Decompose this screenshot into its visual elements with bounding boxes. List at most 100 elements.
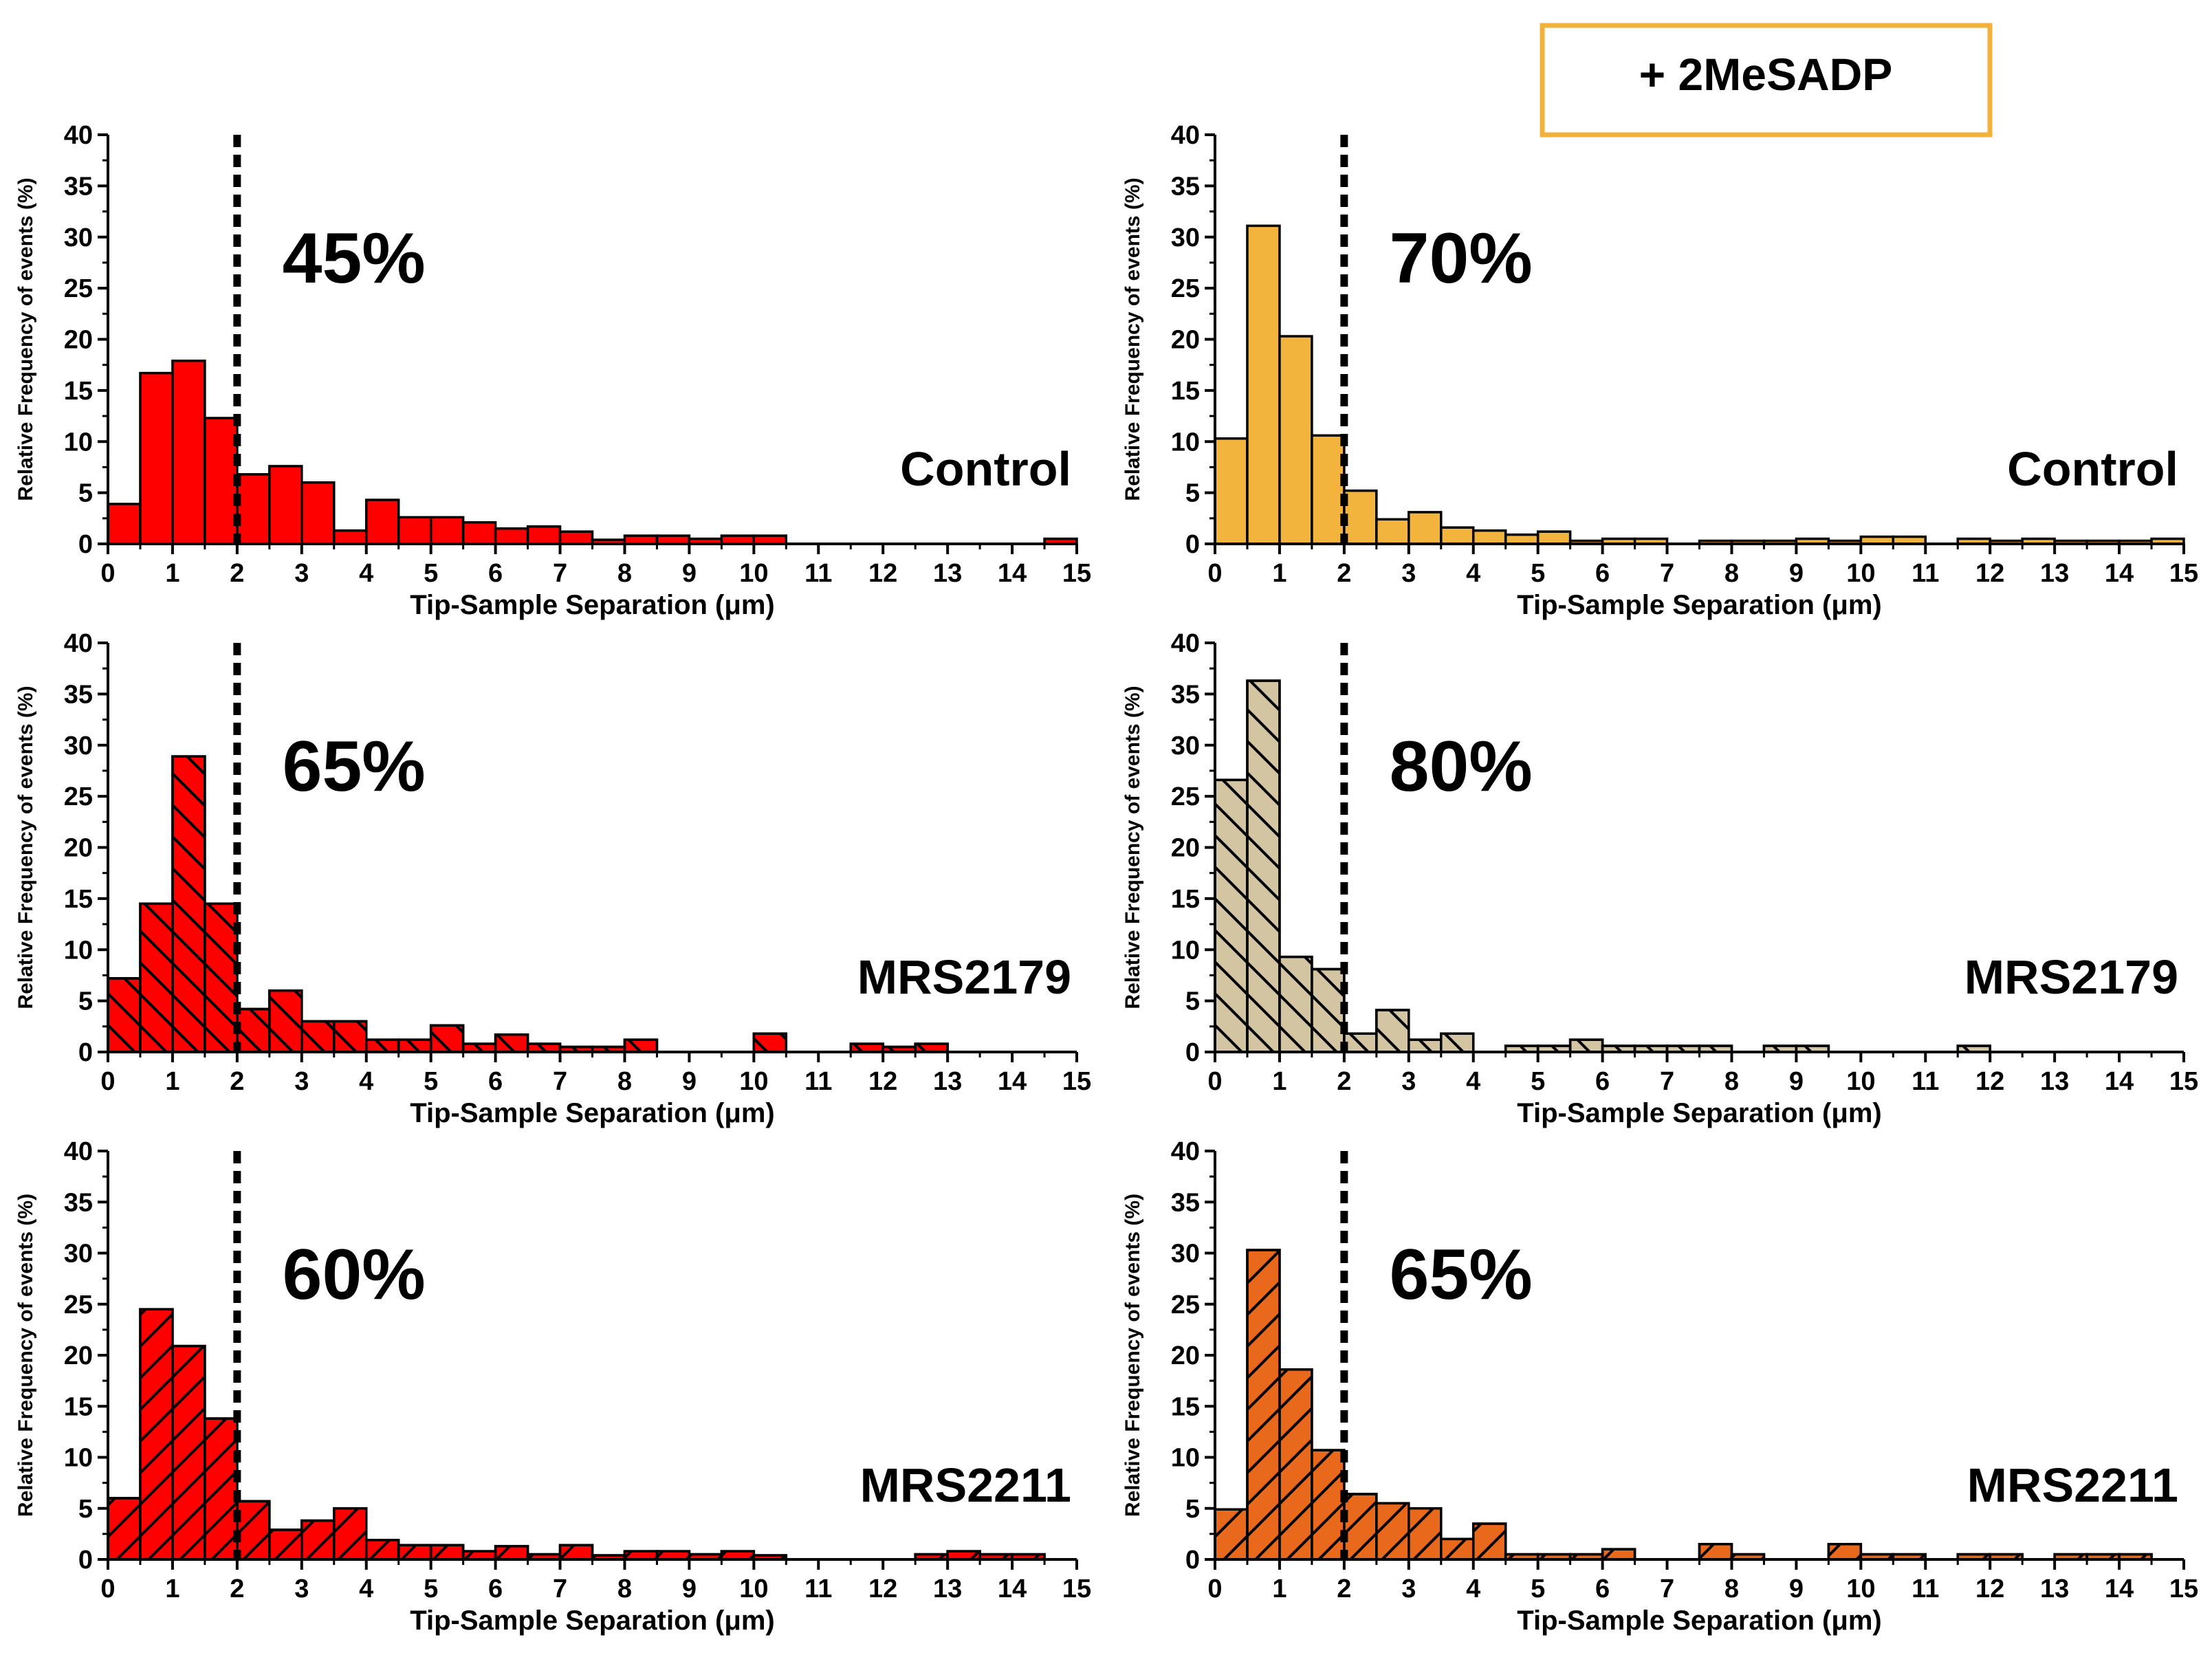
y-tick-label: 0 bbox=[1185, 1546, 1200, 1575]
bar-hatch bbox=[494, 1033, 529, 1053]
x-tick-label: 15 bbox=[2169, 559, 2198, 588]
bar bbox=[1375, 518, 1410, 545]
percent-label: 70% bbox=[1390, 219, 1533, 298]
x-axis-title: Tip-Sample Separation (μm) bbox=[1517, 1605, 1882, 1636]
bar-hatch bbox=[107, 977, 142, 1053]
bars bbox=[1214, 679, 1991, 1053]
bar-hatch bbox=[752, 1032, 788, 1053]
y-tick-label: 20 bbox=[64, 1341, 93, 1370]
bar-hatch bbox=[1246, 1249, 1281, 1561]
x-tick-label: 2 bbox=[1337, 1575, 1351, 1603]
bar bbox=[494, 527, 529, 545]
bar bbox=[1408, 511, 1443, 545]
percent-label: 80% bbox=[1390, 727, 1533, 807]
condition-label: MRS2179 bbox=[1964, 950, 2178, 1004]
x-tick-label: 7 bbox=[1660, 559, 1674, 588]
y-tick-label: 20 bbox=[1171, 834, 1200, 863]
x-tick-label: 3 bbox=[1401, 1067, 1416, 1096]
x-axis-title: Tip-Sample Separation (μm) bbox=[410, 1098, 775, 1128]
percent-label: 65% bbox=[1390, 1235, 1533, 1315]
y-tick-label: 25 bbox=[64, 1291, 93, 1319]
x-tick-label: 12 bbox=[1975, 1067, 2004, 1096]
y-tick-label: 35 bbox=[64, 172, 93, 201]
bar bbox=[204, 417, 239, 545]
x-tick-label: 6 bbox=[1595, 1575, 1610, 1603]
x-tick-label: 10 bbox=[739, 559, 768, 588]
y-tick-label: 40 bbox=[64, 629, 93, 658]
bar-hatch bbox=[429, 1544, 465, 1561]
x-tick-label: 1 bbox=[165, 1067, 179, 1096]
x-tick-label: 7 bbox=[553, 559, 567, 588]
bar-hatch bbox=[1440, 1537, 1475, 1561]
y-axis-title: Relative Frequency of events (%) bbox=[1121, 177, 1144, 501]
y-ticks: 0 5 10 15 20 25 30 35 40 bbox=[64, 121, 108, 559]
x-tick-label: 14 bbox=[998, 559, 1027, 588]
bar bbox=[397, 516, 432, 545]
bar-hatch bbox=[1343, 1032, 1378, 1053]
bar bbox=[1246, 224, 1281, 545]
bar-hatch bbox=[139, 902, 174, 1053]
y-ticks: 0 5 10 15 20 25 30 35 40 bbox=[64, 1137, 108, 1575]
bars bbox=[1214, 224, 2185, 545]
y-tick-label: 25 bbox=[64, 782, 93, 811]
bar-hatch bbox=[1278, 955, 1313, 1053]
x-tick-label: 13 bbox=[2040, 559, 2069, 588]
y-tick-label: 15 bbox=[64, 377, 93, 406]
x-ticks: 0 1 2 3 4 5 6 7 8 9 10 11 12 13 14 15 bbox=[1207, 1052, 2198, 1096]
x-tick-label: 0 bbox=[1207, 1575, 1222, 1603]
bar-hatch bbox=[171, 755, 206, 1053]
x-ticks: 0 1 2 3 4 5 6 7 8 9 10 11 12 13 14 15 bbox=[100, 544, 1091, 588]
bars bbox=[1214, 1249, 2153, 1561]
y-tick-label: 30 bbox=[64, 223, 93, 252]
bar bbox=[461, 521, 497, 545]
x-tick-label: 4 bbox=[1466, 1575, 1480, 1603]
bar bbox=[333, 529, 368, 545]
x-tick-label: 11 bbox=[804, 559, 832, 588]
bar-hatch bbox=[268, 1528, 303, 1561]
y-tick-label: 15 bbox=[64, 1392, 93, 1421]
x-tick-label: 15 bbox=[1062, 1575, 1091, 1603]
y-tick-label: 5 bbox=[78, 1495, 93, 1524]
x-tick-label: 13 bbox=[2040, 1067, 2069, 1096]
y-tick-label: 40 bbox=[1171, 121, 1200, 150]
x-tick-label: 5 bbox=[424, 1067, 438, 1096]
x-tick-label: 7 bbox=[553, 1067, 567, 1096]
bar-hatch bbox=[1375, 1502, 1410, 1561]
x-tick-label: 5 bbox=[1531, 1067, 1545, 1096]
x-tick-label: 7 bbox=[1660, 1067, 1674, 1096]
bar bbox=[1440, 526, 1475, 545]
x-tick-label: 1 bbox=[1272, 1067, 1286, 1096]
bar-hatch bbox=[1214, 778, 1249, 1053]
y-tick-label: 10 bbox=[1171, 1444, 1200, 1473]
bar bbox=[1471, 529, 1507, 545]
x-tick-label: 14 bbox=[2105, 559, 2134, 588]
bar bbox=[1504, 533, 1540, 545]
x-tick-label: 11 bbox=[1912, 559, 1939, 588]
x-tick-label: 4 bbox=[359, 1067, 373, 1096]
x-tick-label: 0 bbox=[1207, 559, 1222, 588]
y-tick-label: 10 bbox=[1171, 428, 1200, 457]
x-tick-label: 0 bbox=[100, 1067, 115, 1096]
x-tick-label: 10 bbox=[739, 1575, 768, 1603]
bar-hatch bbox=[204, 902, 239, 1053]
bar-hatch bbox=[171, 1344, 206, 1561]
x-tick-label: 9 bbox=[682, 1575, 697, 1603]
y-tick-label: 25 bbox=[1171, 1291, 1200, 1319]
bar-hatch bbox=[364, 1539, 400, 1561]
y-tick-label: 25 bbox=[64, 274, 93, 303]
y-tick-label: 5 bbox=[78, 479, 93, 508]
y-tick-label: 25 bbox=[1171, 782, 1200, 811]
y-tick-label: 30 bbox=[1171, 732, 1200, 760]
x-ticks: 0 1 2 3 4 5 6 7 8 9 10 11 12 13 14 15 bbox=[100, 1559, 1091, 1603]
y-tick-label: 10 bbox=[64, 936, 93, 965]
x-tick-label: 1 bbox=[165, 559, 179, 588]
y-tick-label: 35 bbox=[64, 1188, 93, 1217]
y-tick-label: 20 bbox=[1171, 1341, 1200, 1370]
y-tick-label: 0 bbox=[78, 1038, 93, 1067]
x-ticks: 0 1 2 3 4 5 6 7 8 9 10 11 12 13 14 15 bbox=[1207, 544, 2198, 588]
x-tick-label: 4 bbox=[1466, 559, 1480, 588]
bar-hatch bbox=[1471, 1522, 1507, 1561]
x-tick-label: 8 bbox=[617, 559, 632, 588]
y-tick-label: 35 bbox=[64, 680, 93, 709]
x-tick-label: 9 bbox=[1789, 559, 1804, 588]
